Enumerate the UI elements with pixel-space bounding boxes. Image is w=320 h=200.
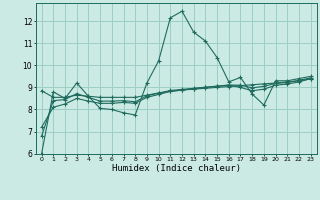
X-axis label: Humidex (Indice chaleur): Humidex (Indice chaleur): [112, 164, 241, 173]
